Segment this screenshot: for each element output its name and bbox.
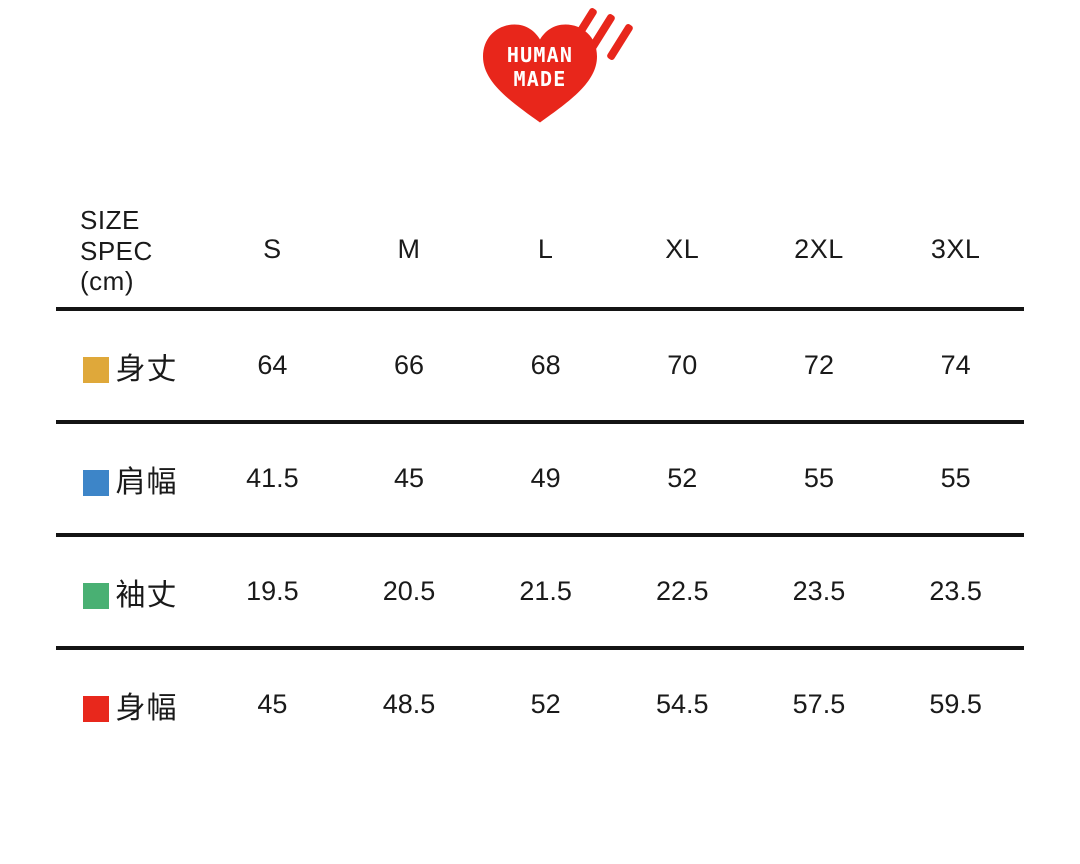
cell-shoulder-width-xl: 52: [667, 463, 698, 494]
table-row: 身丈 64 66 68 70 72 74: [56, 309, 1024, 422]
color-swatch-icon: [82, 469, 109, 496]
cell-sleeve-length-3xl: 23.5: [929, 576, 982, 607]
row-label-body-length: 身丈: [56, 309, 204, 422]
row-label-body-width: 身幅: [56, 648, 204, 759]
row-label-text: 身幅: [115, 690, 178, 726]
cell-body-width-xl: 54.5: [656, 689, 709, 720]
cell-body-width-s: 45: [257, 689, 288, 720]
cell-shoulder-width-m: 45: [394, 463, 425, 494]
table-row: 身幅 45 48.5 52 54.5 57.5 59.5: [56, 648, 1024, 759]
size-spec-header-label: SIZE SPEC (cm): [56, 205, 204, 309]
cell-sleeve-length-s: 19.5: [246, 576, 299, 607]
cell-body-length-3xl: 74: [940, 350, 971, 381]
heart-logo-svg: HUMAN MADE: [483, 8, 633, 123]
row-label-text: 身丈: [115, 351, 178, 387]
column-header-l: L: [537, 234, 554, 265]
column-header-xl: XL: [665, 234, 700, 265]
logo-text-line2: MADE: [514, 67, 567, 91]
color-swatch-icon: [82, 695, 109, 722]
color-swatch-icon: [82, 356, 109, 383]
cell-sleeve-length-l: 21.5: [519, 576, 572, 607]
cell-sleeve-length-2xl: 23.5: [792, 576, 846, 607]
human-made-heart-logo: HUMAN MADE: [470, 4, 640, 129]
cell-sleeve-length-xl: 22.5: [656, 576, 709, 607]
logo-text-line1: HUMAN: [507, 43, 573, 67]
brand-logo-area: HUMAN MADE: [0, 0, 1080, 150]
cell-shoulder-width-l: 49: [530, 463, 561, 494]
row-label-sleeve-length: 袖丈: [56, 535, 204, 648]
column-header-2xl: 2XL: [794, 234, 844, 265]
cell-body-width-2xl: 57.5: [792, 689, 846, 720]
column-header-m: M: [397, 234, 421, 265]
cell-body-width-3xl: 59.5: [929, 689, 982, 720]
header-line-3: (cm): [80, 266, 134, 297]
table-row: 袖丈 19.5 20.5 21.5 22.5 23.5 23.5: [56, 535, 1024, 648]
heart-shape-icon: [483, 24, 597, 123]
row-label-text: 肩幅: [115, 464, 178, 500]
table-header-row: SIZE SPEC (cm) S M L XL 2XL 3XL: [56, 205, 1024, 309]
cell-body-length-m: 66: [394, 350, 425, 381]
cell-body-width-l: 52: [530, 689, 561, 720]
cell-shoulder-width-2xl: 55: [803, 463, 834, 494]
header-line-1: SIZE: [80, 205, 140, 235]
cell-body-length-l: 68: [530, 350, 561, 381]
column-header-3xl: 3XL: [930, 234, 981, 265]
color-swatch-icon: [82, 582, 109, 609]
cell-sleeve-length-m: 20.5: [382, 576, 436, 607]
column-header-s: S: [263, 234, 282, 265]
header-line-2: SPEC: [80, 235, 153, 266]
size-spec-table-container: SIZE SPEC (cm) S M L XL 2XL 3XL 身丈 64 66…: [56, 205, 1024, 759]
cell-shoulder-width-s: 41.5: [246, 463, 299, 494]
table-header: SIZE SPEC (cm) S M L XL 2XL 3XL: [56, 205, 1024, 309]
table-row: 肩幅 41.5 45 49 52 55 55: [56, 422, 1024, 535]
cell-shoulder-width-3xl: 55: [940, 463, 971, 494]
cell-body-length-s: 64: [257, 350, 288, 381]
row-label-text: 袖丈: [115, 577, 178, 613]
row-label-shoulder-width: 肩幅: [56, 422, 204, 535]
table-body: 身丈 64 66 68 70 72 74 肩幅 41.5 45 49 52 55…: [56, 309, 1024, 759]
cell-body-length-xl: 70: [667, 350, 698, 381]
cell-body-width-m: 48.5: [382, 689, 436, 720]
size-spec-table: SIZE SPEC (cm) S M L XL 2XL 3XL 身丈 64 66…: [56, 205, 1024, 759]
cell-body-length-2xl: 72: [803, 350, 834, 381]
